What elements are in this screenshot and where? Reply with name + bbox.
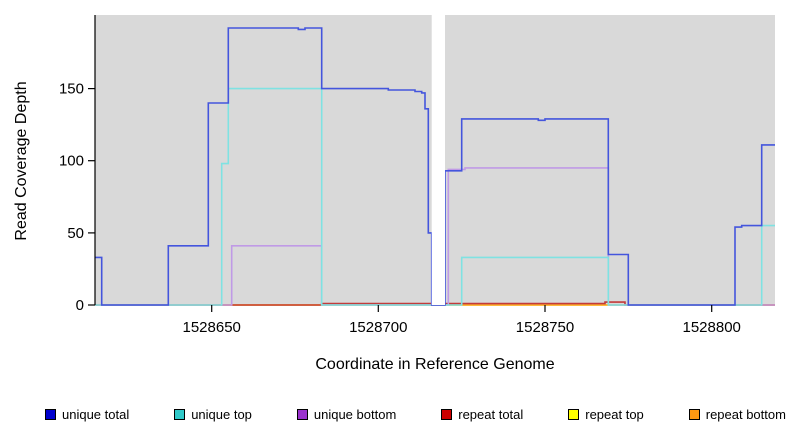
x-tick-label: 1528750	[516, 319, 574, 336]
legend-swatch	[568, 409, 580, 420]
legend-item: repeat total	[441, 407, 523, 422]
y-tick-label: 0	[76, 297, 84, 314]
legend-swatch	[45, 409, 56, 420]
legend-item: repeat bottom	[688, 407, 786, 422]
legend-swatch	[296, 409, 308, 420]
legend-label: repeat top	[585, 407, 644, 422]
y-tick-label: 50	[67, 225, 84, 242]
y-tick-label: 100	[59, 153, 84, 170]
legend-swatch	[174, 409, 186, 420]
legend-label: unique bottom	[313, 407, 397, 422]
y-axis-title: Read Coverage Depth	[13, 81, 30, 241]
legend-label: unique total	[62, 407, 130, 422]
legend-label: repeat total	[458, 407, 524, 422]
legend-item: unique top	[174, 407, 252, 422]
legend-label: unique top	[191, 407, 252, 422]
x-tick-label: 1528650	[182, 319, 240, 336]
legend-item: unique total	[45, 407, 129, 422]
legend-item: repeat top	[568, 407, 644, 422]
x-tick-label: 1528700	[349, 319, 407, 336]
legend-item: unique bottom	[296, 407, 397, 422]
series-unique-total-line	[95, 27, 775, 306]
legend-swatch	[441, 409, 453, 420]
coverage-gap-band	[431, 15, 445, 305]
x-axis-title: Coordinate in Reference Genome	[315, 356, 555, 373]
series-unique-top-line	[95, 87, 775, 306]
x-tick-label: 1528800	[682, 319, 740, 336]
legend-swatch	[688, 409, 700, 420]
legend-label: repeat bottom	[705, 407, 786, 422]
y-tick-label: 150	[59, 81, 84, 98]
legend: unique total unique top unique bottom repea…	[45, 407, 786, 422]
